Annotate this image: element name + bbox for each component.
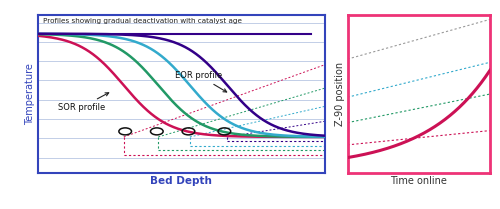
Text: Profiles showing gradual deactivation with catalyst age: Profiles showing gradual deactivation wi… (44, 18, 242, 24)
Y-axis label: Temperature: Temperature (24, 63, 34, 125)
Text: SOR profile: SOR profile (58, 93, 108, 112)
X-axis label: Bed Depth: Bed Depth (150, 176, 212, 186)
Y-axis label: Z-90 position: Z-90 position (334, 62, 344, 126)
X-axis label: Time online: Time online (390, 176, 447, 186)
Text: EOR profile: EOR profile (176, 71, 226, 92)
